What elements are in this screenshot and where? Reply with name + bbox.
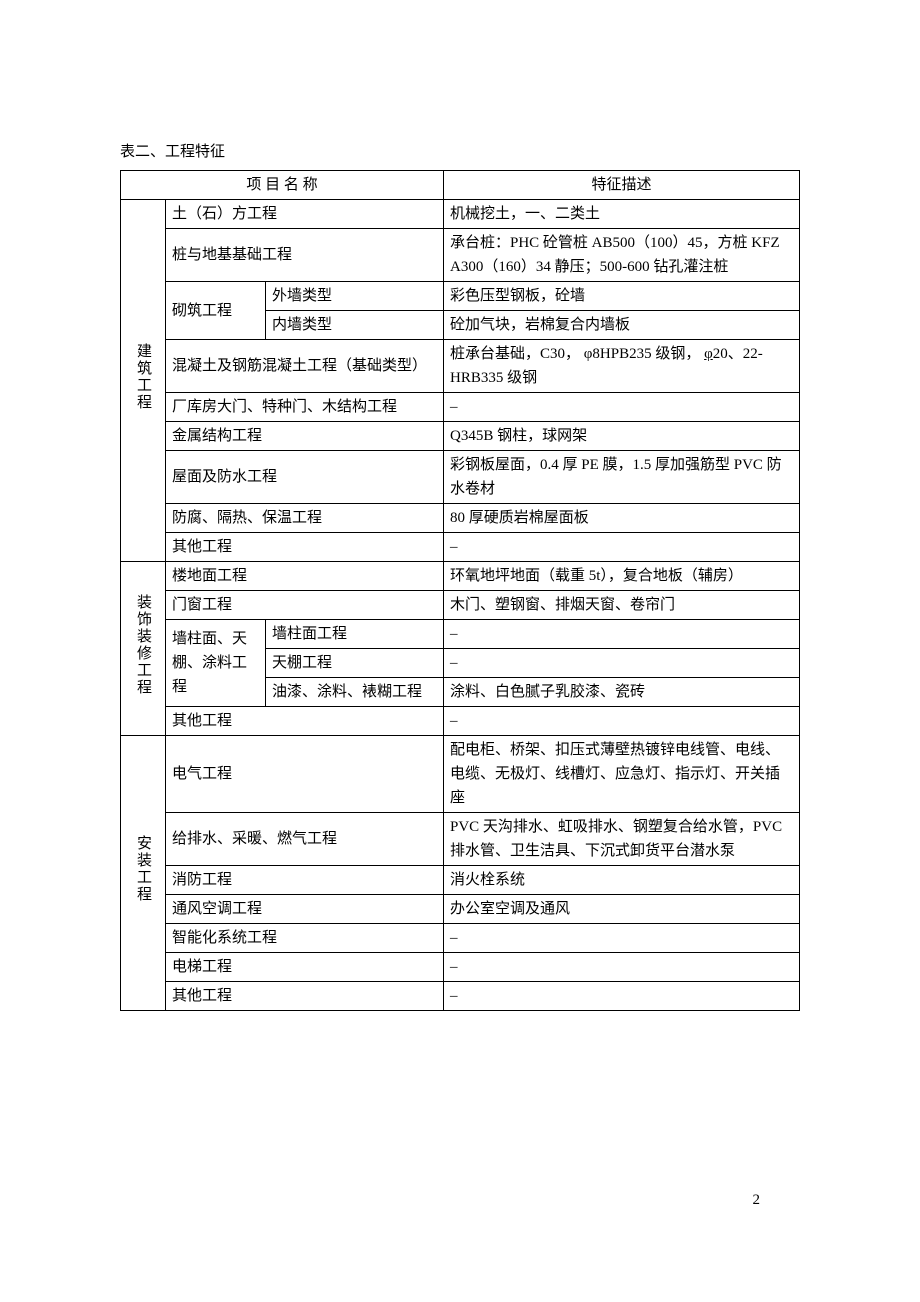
cell-desc: – <box>444 649 800 678</box>
table-row: 金属结构工程 Q345B 钢柱，球网架 <box>121 422 800 451</box>
table-row: 其他工程 – <box>121 707 800 736</box>
cell-name: 给排水、采暖、燃气工程 <box>166 813 444 866</box>
table-row: 安装工程 电气工程 配电柜、桥架、扣压式薄壁热镀锌电线管、电线、电缆、无极灯、线… <box>121 736 800 813</box>
cell-desc: 消火栓系统 <box>444 866 800 895</box>
header-desc: 特征描述 <box>444 171 800 200</box>
cell-desc: 涂料、白色腻子乳胶漆、瓷砖 <box>444 678 800 707</box>
table-row: 通风空调工程 办公室空调及通风 <box>121 895 800 924</box>
cell-desc: – <box>444 924 800 953</box>
table-row: 防腐、隔热、保温工程 80 厚硬质岩棉屋面板 <box>121 504 800 533</box>
table-row: 厂库房大门、特种门、木结构工程 – <box>121 393 800 422</box>
cell-name: 电气工程 <box>166 736 444 813</box>
table-row: 门窗工程 木门、塑钢窗、排烟天窗、卷帘门 <box>121 591 800 620</box>
table-row: 建筑工程 土（石）方工程 机械挖土，一、二类土 <box>121 200 800 229</box>
cell-desc: – <box>444 707 800 736</box>
cell-desc: 机械挖土，一、二类土 <box>444 200 800 229</box>
table-row: 其他工程 – <box>121 533 800 562</box>
cell-desc: 桩承台基础，C30， φ8HPB235 级钢， φ20、22-HRB335 级钢 <box>444 340 800 393</box>
cell-name: 通风空调工程 <box>166 895 444 924</box>
cell-name: 混凝土及钢筋混凝土工程（基础类型） <box>166 340 444 393</box>
table-row: 桩与地基基础工程 承台桩：PHC 砼管桩 AB500（100）45，方桩 KFZ… <box>121 229 800 282</box>
table-row: 装饰装修工程 楼地面工程 环氧地坪地面（载重 5t），复合地板（辅房） <box>121 562 800 591</box>
cell-name: 厂库房大门、特种门、木结构工程 <box>166 393 444 422</box>
header-project: 项 目 名 称 <box>121 171 444 200</box>
cell-name: 土（石）方工程 <box>166 200 444 229</box>
cell-desc: – <box>444 982 800 1011</box>
cell-desc: 环氧地坪地面（载重 5t），复合地板（辅房） <box>444 562 800 591</box>
cell-name: 其他工程 <box>166 982 444 1011</box>
cell-name: 金属结构工程 <box>166 422 444 451</box>
table-row: 给排水、采暖、燃气工程 PVC 天沟排水、虹吸排水、钢塑复合给水管，PVC排水管… <box>121 813 800 866</box>
table-row: 屋面及防水工程 彩钢板屋面，0.4 厚 PE 膜，1.5 厚加强筋型 PVC 防… <box>121 451 800 504</box>
cell-name: 桩与地基基础工程 <box>166 229 444 282</box>
cell-desc: 木门、塑钢窗、排烟天窗、卷帘门 <box>444 591 800 620</box>
group-construction: 建筑工程 <box>121 200 166 562</box>
group-decoration: 装饰装修工程 <box>121 562 166 736</box>
cell-name: 电梯工程 <box>166 953 444 982</box>
cell-desc: – <box>444 620 800 649</box>
table-row: 其他工程 – <box>121 982 800 1011</box>
cell-name: 楼地面工程 <box>166 562 444 591</box>
cell-desc: PVC 天沟排水、虹吸排水、钢塑复合给水管，PVC排水管、卫生洁具、下沉式卸货平… <box>444 813 800 866</box>
table-row: 消防工程 消火栓系统 <box>121 866 800 895</box>
group-install: 安装工程 <box>121 736 166 1011</box>
cell-desc: 80 厚硬质岩棉屋面板 <box>444 504 800 533</box>
cell-name: 防腐、隔热、保温工程 <box>166 504 444 533</box>
cell-subname: 油漆、涂料、裱糊工程 <box>266 678 444 707</box>
table-row: 墙柱面、天棚、涂料工程 墙柱面工程 – <box>121 620 800 649</box>
cell-subname: 天棚工程 <box>266 649 444 678</box>
cell-name: 其他工程 <box>166 533 444 562</box>
table-row: 电梯工程 – <box>121 953 800 982</box>
cell-desc: – <box>444 533 800 562</box>
cell-name: 消防工程 <box>166 866 444 895</box>
spec-table: 项 目 名 称 特征描述 建筑工程 土（石）方工程 机械挖土，一、二类土 桩与地… <box>120 170 800 1011</box>
cell-subname: 外墙类型 <box>266 282 444 311</box>
cell-subname: 内墙类型 <box>266 311 444 340</box>
cell-desc: – <box>444 393 800 422</box>
cell-desc: 承台桩：PHC 砼管桩 AB500（100）45，方桩 KFZ A300（160… <box>444 229 800 282</box>
cell-desc: Q345B 钢柱，球网架 <box>444 422 800 451</box>
cell-name: 砌筑工程 <box>166 282 266 340</box>
table-caption: 表二、工程特征 <box>120 140 800 164</box>
cell-subname: 墙柱面工程 <box>266 620 444 649</box>
header-row: 项 目 名 称 特征描述 <box>121 171 800 200</box>
cell-name: 墙柱面、天棚、涂料工程 <box>166 620 266 707</box>
cell-name: 其他工程 <box>166 707 444 736</box>
cell-name: 智能化系统工程 <box>166 924 444 953</box>
cell-name: 门窗工程 <box>166 591 444 620</box>
cell-desc: 彩色压型钢板，砼墙 <box>444 282 800 311</box>
table-row: 砌筑工程 外墙类型 彩色压型钢板，砼墙 <box>121 282 800 311</box>
cell-desc: 彩钢板屋面，0.4 厚 PE 膜，1.5 厚加强筋型 PVC 防水卷材 <box>444 451 800 504</box>
table-row: 混凝土及钢筋混凝土工程（基础类型） 桩承台基础，C30， φ8HPB235 级钢… <box>121 340 800 393</box>
cell-desc: 办公室空调及通风 <box>444 895 800 924</box>
cell-desc: – <box>444 953 800 982</box>
cell-name: 屋面及防水工程 <box>166 451 444 504</box>
cell-desc: 砼加气块，岩棉复合内墙板 <box>444 311 800 340</box>
cell-desc: 配电柜、桥架、扣压式薄壁热镀锌电线管、电线、电缆、无极灯、线槽灯、应急灯、指示灯… <box>444 736 800 813</box>
table-row: 智能化系统工程 – <box>121 924 800 953</box>
page-number: 2 <box>753 1188 761 1212</box>
